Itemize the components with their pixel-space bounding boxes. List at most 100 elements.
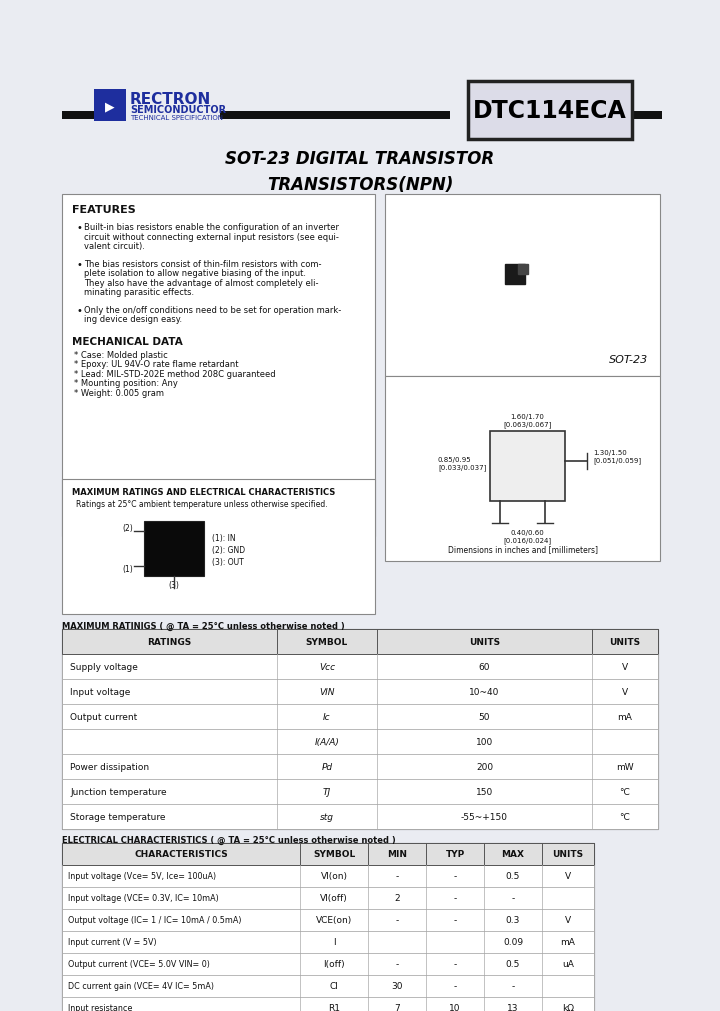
Text: (3): (3) — [168, 580, 179, 589]
Text: TJ: TJ — [323, 788, 331, 797]
Bar — [62, 679, 658, 705]
Text: °C: °C — [620, 788, 631, 797]
Text: •: • — [76, 305, 82, 315]
Text: I(A/A): I(A/A) — [315, 737, 339, 746]
Text: * Weight: 0.005 gram: * Weight: 0.005 gram — [74, 388, 164, 397]
Bar — [630, 112, 662, 120]
Text: They also have the advantage of almost completely eli-: They also have the advantage of almost c… — [84, 278, 318, 287]
Text: 50: 50 — [479, 713, 490, 721]
Text: -: - — [395, 959, 399, 969]
Bar — [62, 195, 375, 537]
Text: Junction temperature: Junction temperature — [70, 788, 166, 797]
Text: kΩ: kΩ — [562, 1004, 574, 1011]
Text: 0.85/0.95
[0.033/0.037]: 0.85/0.95 [0.033/0.037] — [438, 457, 487, 471]
Text: 13: 13 — [508, 1004, 518, 1011]
Text: VIN: VIN — [319, 687, 335, 697]
Text: Ratings at 25°C ambient temperature unless otherwise specified.: Ratings at 25°C ambient temperature unle… — [76, 499, 328, 509]
Bar — [62, 779, 658, 804]
Text: -: - — [454, 871, 456, 881]
Text: Dimensions in inches and [millimeters]: Dimensions in inches and [millimeters] — [448, 545, 598, 553]
Text: CI: CI — [330, 982, 338, 991]
Text: Pd: Pd — [321, 762, 333, 771]
Text: RATINGS: RATINGS — [148, 637, 192, 646]
Bar — [62, 865, 594, 887]
Text: * Lead: MIL-STD-202E method 208C guaranteed: * Lead: MIL-STD-202E method 208C guarant… — [74, 369, 276, 378]
Text: UNITS: UNITS — [552, 849, 584, 858]
Text: 150: 150 — [476, 788, 493, 797]
Text: •: • — [76, 222, 82, 233]
Bar — [468, 82, 632, 140]
Bar — [62, 654, 658, 679]
Text: V: V — [565, 916, 571, 925]
Text: TYP: TYP — [446, 849, 464, 858]
Text: ing device design easy.: ing device design easy. — [84, 314, 182, 324]
Text: valent circuit).: valent circuit). — [84, 242, 145, 251]
Text: Built-in bias resistors enable the configuration of an inverter: Built-in bias resistors enable the confi… — [84, 222, 339, 232]
Text: MAXIMUM RATINIGS ( @ TA = 25°C unless otherwise noted ): MAXIMUM RATINIGS ( @ TA = 25°C unless ot… — [62, 622, 345, 631]
Text: Input current (V = 5V): Input current (V = 5V) — [68, 937, 157, 946]
Text: 1.60/1.70
[0.063/0.067]: 1.60/1.70 [0.063/0.067] — [503, 413, 552, 428]
Text: 200: 200 — [476, 762, 493, 771]
Text: DTC114ECA: DTC114ECA — [473, 99, 627, 123]
Bar — [62, 479, 375, 615]
Text: •: • — [76, 259, 82, 269]
Text: Input voltage (VCE= 0.3V, IC= 10mA): Input voltage (VCE= 0.3V, IC= 10mA) — [68, 894, 219, 903]
Bar — [62, 931, 594, 953]
Text: * Mounting position: Any: * Mounting position: Any — [74, 379, 178, 387]
Text: ▶: ▶ — [105, 100, 114, 113]
Bar — [144, 522, 204, 576]
Text: Input voltage (Vce= 5V, Ice= 100uA): Input voltage (Vce= 5V, Ice= 100uA) — [68, 871, 216, 881]
Text: circuit without connecting external input resistors (see equi-: circuit without connecting external inpu… — [84, 233, 339, 242]
Text: I: I — [333, 937, 336, 946]
Text: Output current: Output current — [70, 713, 138, 721]
Text: MAXIMUM RATINGS AND ELECTRICAL CHARACTERISTICS: MAXIMUM RATINGS AND ELECTRICAL CHARACTER… — [72, 487, 336, 496]
Text: V: V — [622, 662, 628, 671]
Text: 0.3: 0.3 — [506, 916, 520, 925]
Text: VI(off): VI(off) — [320, 894, 348, 903]
Text: Storage temperature: Storage temperature — [70, 812, 166, 821]
Text: mA: mA — [561, 937, 575, 946]
Text: 10~40: 10~40 — [469, 687, 500, 697]
Text: Input resistance: Input resistance — [68, 1004, 132, 1011]
Bar — [94, 90, 126, 122]
Text: 0.40/0.60
[0.016/0.024]: 0.40/0.60 [0.016/0.024] — [503, 530, 552, 544]
Bar — [62, 729, 658, 754]
Text: -: - — [395, 916, 399, 925]
Text: mA: mA — [618, 713, 632, 721]
Bar — [62, 843, 594, 1011]
Bar — [62, 843, 594, 865]
Bar — [385, 195, 660, 377]
Text: UNITS: UNITS — [609, 637, 641, 646]
Text: stg: stg — [320, 812, 334, 821]
Text: V: V — [622, 687, 628, 697]
Bar — [62, 630, 658, 829]
Text: SEMICONDUCTOR: SEMICONDUCTOR — [130, 105, 226, 115]
Bar — [385, 377, 660, 561]
Text: I(off): I(off) — [323, 959, 345, 969]
Text: V: V — [565, 871, 571, 881]
Text: SYMBOL: SYMBOL — [306, 637, 348, 646]
Text: uA: uA — [562, 959, 574, 969]
Text: MAX: MAX — [502, 849, 524, 858]
Text: 30: 30 — [391, 982, 402, 991]
Text: -55~+150: -55~+150 — [461, 812, 508, 821]
Text: plete isolation to allow negative biasing of the input.: plete isolation to allow negative biasin… — [84, 269, 306, 278]
Text: (2): GND: (2): GND — [212, 546, 245, 554]
Text: 7: 7 — [394, 1004, 400, 1011]
Bar — [62, 975, 594, 997]
Text: VI(on): VI(on) — [320, 871, 348, 881]
Text: R1: R1 — [328, 1004, 340, 1011]
Text: SOT-23 DIGITAL TRANSISTOR
TRANSISTORS(NPN): SOT-23 DIGITAL TRANSISTOR TRANSISTORS(NP… — [225, 150, 495, 194]
Text: FEATURES: FEATURES — [72, 205, 136, 214]
Text: Input voltage: Input voltage — [70, 687, 130, 697]
Text: (3): OUT: (3): OUT — [212, 557, 244, 566]
Text: Output voltage (IC= 1 / IC= 10mA / 0.5mA): Output voltage (IC= 1 / IC= 10mA / 0.5mA… — [68, 916, 241, 925]
Text: SOT-23: SOT-23 — [608, 355, 648, 365]
Text: Supply voltage: Supply voltage — [70, 662, 138, 671]
Text: -: - — [454, 894, 456, 903]
Bar — [62, 754, 658, 779]
Bar — [62, 997, 594, 1011]
Bar — [62, 804, 658, 829]
Text: * Epoxy: UL 94V-O rate flame retardant: * Epoxy: UL 94V-O rate flame retardant — [74, 360, 238, 369]
Text: 100: 100 — [476, 737, 493, 746]
